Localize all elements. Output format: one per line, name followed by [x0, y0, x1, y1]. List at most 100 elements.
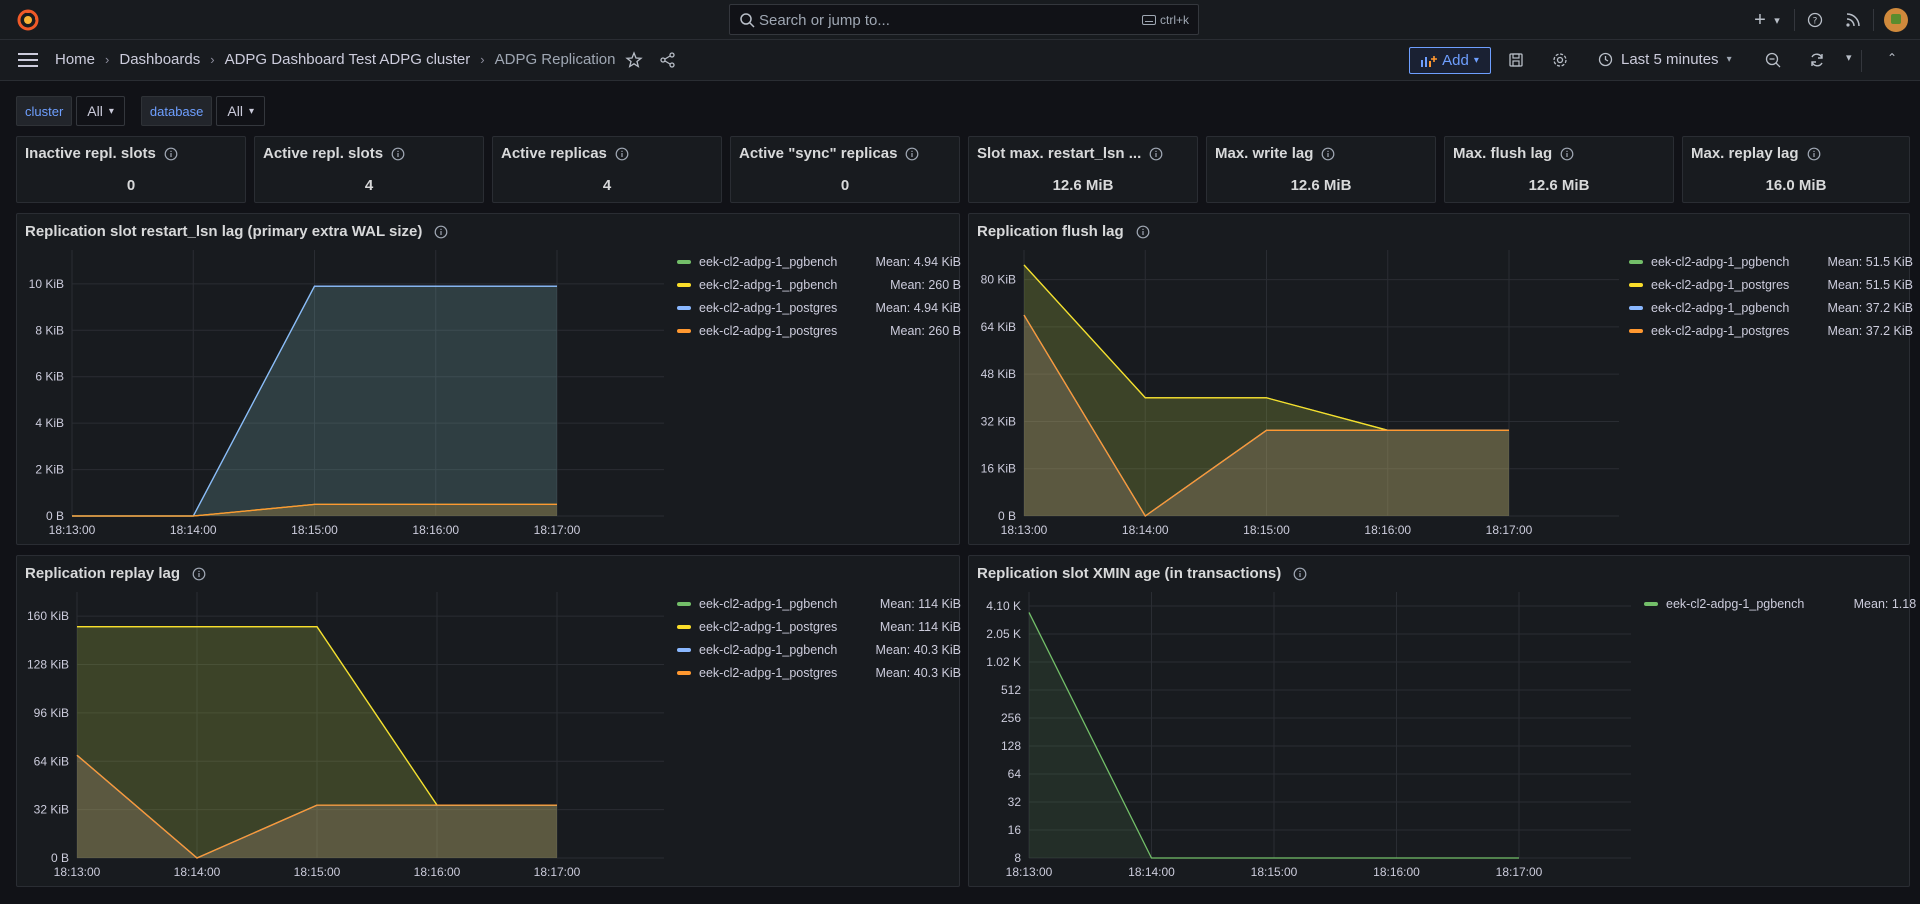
chevron-up-icon[interactable]: ⌃: [1887, 51, 1898, 65]
info-icon[interactable]: [164, 147, 178, 161]
star-icon[interactable]: [625, 51, 643, 69]
info-icon[interactable]: [1149, 147, 1163, 161]
search-input[interactable]: Search or jump to... ctrl+k: [729, 4, 1199, 35]
variable-label: database: [140, 96, 213, 126]
series-line[interactable]: [1023, 314, 1509, 517]
stat-panel[interactable]: Slot max. restart_lsn ... 12.6 MiB: [968, 136, 1198, 203]
chart-svg[interactable]: 0 B 16 KiB 32 KiB 48 KiB 64 KiB 80 KiB 18:13:0…: [969, 214, 1911, 546]
variable-select[interactable]: All ▾: [76, 96, 125, 126]
chevron-down-icon[interactable]: ▾: [1774, 14, 1780, 27]
stat-value: 4: [364, 177, 374, 194]
info-icon[interactable]: [615, 147, 629, 161]
info-icon[interactable]: [192, 567, 206, 581]
info-icon[interactable]: [1321, 147, 1335, 161]
panel-title: Max. flush lag: [1453, 145, 1553, 162]
legend-item[interactable]: eek-cl2-adpg-1_postgres Mean: 37.2 KiB: [1629, 319, 1913, 342]
info-icon[interactable]: [434, 225, 448, 239]
y-tick-label: 8 KiB: [35, 323, 64, 337]
refresh-icon[interactable]: [1808, 51, 1826, 69]
stat-panel[interactable]: Inactive repl. slots 0: [16, 136, 246, 203]
zoom-out-icon[interactable]: [1764, 51, 1782, 69]
panel-title: Active repl. slots: [263, 145, 384, 162]
y-tick-label: 256: [1001, 711, 1021, 725]
legend-item[interactable]: eek-cl2-adpg-1_pgbench Mean: 37.2 KiB: [1629, 296, 1913, 319]
x-tick-label: 18:14:00: [174, 865, 221, 879]
info-icon[interactable]: [391, 147, 405, 161]
grafana-logo-icon[interactable]: [17, 9, 39, 31]
info-icon[interactable]: [1293, 567, 1307, 581]
timeseries-panel-restart-lsn[interactable]: Replication slot restart_lsn lag (primar…: [16, 213, 961, 546]
legend-series-name: eek-cl2-adpg-1_pgbench: [1651, 254, 1790, 269]
time-range-picker[interactable]: Last 5 minutes ▾: [1598, 51, 1732, 68]
legend-item[interactable]: eek-cl2-adpg-1_postgres Mean: 114 KiB: [677, 615, 961, 638]
legend-item[interactable]: eek-cl2-adpg-1_postgres Mean: 40.3 KiB: [677, 661, 961, 684]
legend-series-name: eek-cl2-adpg-1_postgres: [1651, 323, 1790, 338]
y-tick-label: 8: [1014, 851, 1021, 865]
add-panel-icon: [1421, 55, 1438, 67]
chart-svg[interactable]: 0 B 32 KiB 64 KiB 96 KiB 128 KiB 160 KiB 18:13…: [17, 556, 961, 888]
legend-mean-value: Mean: 4.94 KiB: [875, 254, 961, 269]
legend-item[interactable]: eek-cl2-adpg-1_pgbench Mean: 40.3 KiB: [677, 638, 961, 661]
legend-item[interactable]: eek-cl2-adpg-1_pgbench Mean: 260 B: [677, 273, 961, 296]
legend-mean-value: Mean: 114 KiB: [879, 619, 961, 634]
stat-value: 16.0 MiB: [1765, 177, 1827, 194]
new-plus-icon[interactable]: +: [1754, 8, 1766, 31]
y-tick-label: 64 KiB: [34, 754, 69, 768]
user-avatar[interactable]: [1884, 8, 1908, 32]
stat-panel[interactable]: Active "sync" replicas 0: [730, 136, 960, 203]
gear-icon[interactable]: [1551, 51, 1569, 69]
legend-item[interactable]: eek-cl2-adpg-1_postgres Mean: 260 B: [677, 319, 961, 342]
legend-item[interactable]: eek-cl2-adpg-1_pgbench Mean: 4.94 KiB: [677, 250, 961, 273]
legend-item[interactable]: eek-cl2-adpg-1_pgbench Mean: 1.18 K: [1644, 592, 1920, 615]
x-tick-label: 18:14:00: [170, 523, 217, 537]
chevron-down-icon[interactable]: ▾: [1846, 52, 1852, 64]
breadcrumb-dashboards[interactable]: Dashboards: [119, 51, 201, 68]
stat-panel[interactable]: Max. flush lag 12.6 MiB: [1444, 136, 1674, 203]
variables-bar: cluster All ▾ database All ▾: [16, 96, 265, 126]
timeseries-panel-replay-lag[interactable]: Replication replay lag 0 B 32 KiB 64 KiB 96…: [16, 555, 961, 888]
timeseries-panel-flush-lag[interactable]: Replication flush lag 0 B 16 KiB 32 KiB 48 …: [968, 213, 1913, 546]
series-line[interactable]: [1028, 612, 1519, 859]
x-tick-label: 18:17:00: [1486, 523, 1533, 537]
series-line[interactable]: [72, 503, 557, 517]
legend-mean-value: Mean: 40.3 KiB: [875, 665, 961, 680]
stat-panel[interactable]: Active replicas 4: [492, 136, 722, 203]
info-icon[interactable]: [1136, 225, 1150, 239]
legend-item[interactable]: eek-cl2-adpg-1_postgres Mean: 51.5 KiB: [1629, 273, 1913, 296]
legend-mean-value: Mean: 114 KiB: [879, 596, 961, 611]
news-rss-icon[interactable]: [1843, 10, 1863, 30]
y-tick-label: 0 B: [51, 851, 69, 865]
legend-item[interactable]: eek-cl2-adpg-1_postgres Mean: 4.94 KiB: [677, 296, 961, 319]
breadcrumb-home[interactable]: Home: [55, 51, 96, 68]
stat-panel[interactable]: Max. write lag 12.6 MiB: [1206, 136, 1436, 203]
series-area: [77, 755, 557, 858]
legend-item[interactable]: eek-cl2-adpg-1_pgbench Mean: 51.5 KiB: [1629, 250, 1913, 273]
chart-svg[interactable]: 0 B 2 KiB 4 KiB 6 KiB 8 KiB 10 KiB 18:13:00 18:…: [17, 214, 961, 546]
variable-cluster: cluster All ▾: [16, 96, 125, 126]
variable-select[interactable]: All ▾: [216, 96, 265, 126]
chevron-right-icon: ›: [480, 52, 485, 67]
chart-svg[interactable]: 8 16 32 64 128 256 512 1.02 K 2.05 K 4.10 K 18:13:…: [969, 556, 1911, 888]
breadcrumb-folder[interactable]: ADPG Dashboard Test ADPG cluster: [224, 51, 471, 68]
chart-legend: eek-cl2-adpg-1_pgbench Mean: 51.5 KiB eek-…: [1629, 250, 1913, 342]
add-button[interactable]: Add ▾: [1409, 47, 1491, 74]
help-icon[interactable]: ?: [1805, 10, 1825, 30]
divider: [1861, 50, 1862, 72]
dashboard-nav-bar: Home › Dashboards › ADPG Dashboard Test …: [0, 40, 1920, 81]
stat-panel[interactable]: Active repl. slots 4: [254, 136, 484, 203]
share-icon[interactable]: [659, 51, 677, 69]
legend-swatch: [1629, 259, 1643, 264]
info-icon[interactable]: [1560, 147, 1574, 161]
x-tick-label: 18:15:00: [1251, 865, 1298, 879]
timeseries-panel-xmin-age[interactable]: Replication slot XMIN age (in transactio…: [968, 555, 1920, 888]
x-tick-label: 18:13:00: [49, 523, 96, 537]
save-icon[interactable]: [1507, 51, 1525, 69]
info-icon[interactable]: [905, 147, 919, 161]
legend-item[interactable]: eek-cl2-adpg-1_pgbench Mean: 114 KiB: [677, 592, 961, 615]
stat-panel[interactable]: Max. replay lag 16.0 MiB: [1682, 136, 1910, 203]
x-tick-label: 18:14:00: [1128, 865, 1175, 879]
menu-hamburger-icon[interactable]: [18, 52, 38, 68]
info-icon[interactable]: [1807, 147, 1821, 161]
series-line[interactable]: [76, 754, 557, 859]
panel-title: Replication slot restart_lsn lag (primar…: [25, 223, 423, 240]
